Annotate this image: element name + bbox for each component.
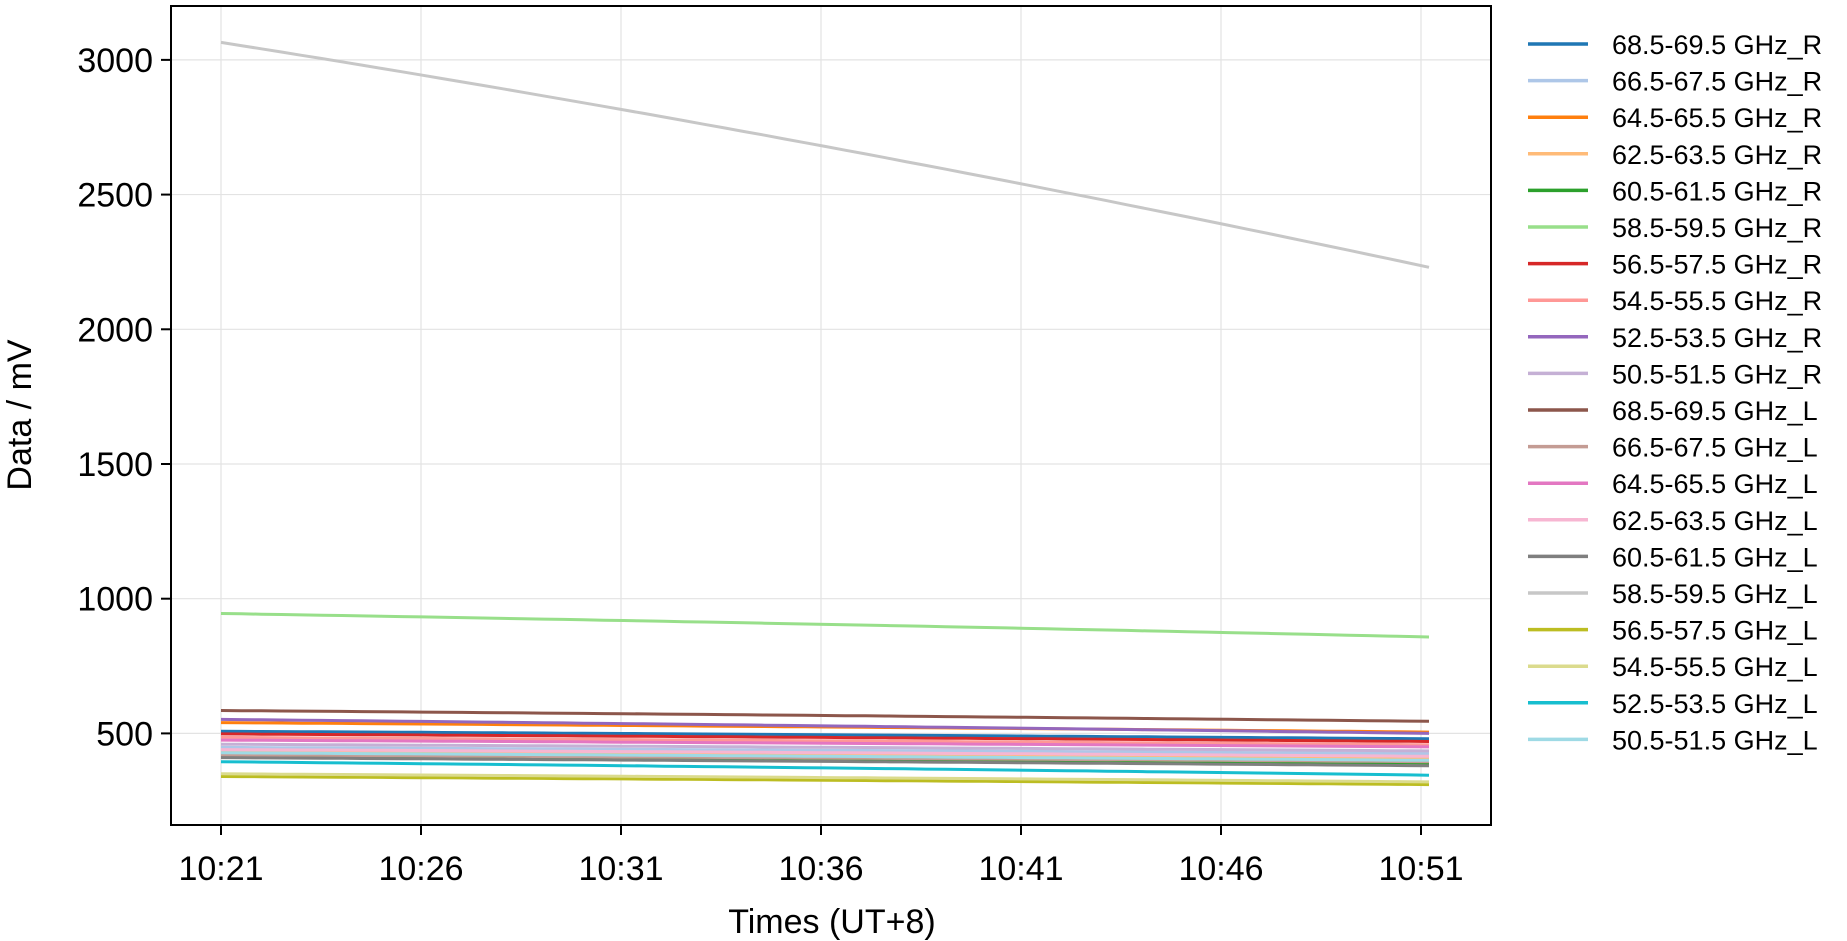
legend-label: 66.5-67.5 GHz_L bbox=[1612, 433, 1818, 463]
legend-label: 52.5-53.5 GHz_L bbox=[1612, 689, 1818, 719]
x-tick-label: 10:26 bbox=[378, 850, 463, 888]
y-axis-label: Data / mV bbox=[1, 339, 39, 490]
legend-label: 56.5-57.5 GHz_L bbox=[1612, 616, 1818, 646]
series-line-19 bbox=[220, 751, 1430, 762]
legend-label: 50.5-51.5 GHz_L bbox=[1612, 725, 1818, 755]
legend-label: 52.5-53.5 GHz_R bbox=[1612, 323, 1822, 353]
x-tick-label: 10:21 bbox=[178, 850, 263, 888]
series-line-12 bbox=[220, 738, 1430, 749]
legend-label: 54.5-55.5 GHz_L bbox=[1612, 652, 1818, 682]
series-line-10 bbox=[220, 709, 1430, 723]
series-line-16 bbox=[220, 775, 1430, 787]
legend-label: 62.5-63.5 GHz_L bbox=[1612, 506, 1818, 536]
series-line-15 bbox=[220, 40, 1430, 269]
series-line-5 bbox=[220, 612, 1430, 639]
legend-label: 56.5-57.5 GHz_R bbox=[1612, 250, 1822, 280]
legend-label: 62.5-63.5 GHz_R bbox=[1612, 140, 1822, 170]
y-tick-label: 1000 bbox=[77, 581, 153, 619]
series-line-1 bbox=[220, 745, 1430, 756]
legend-label: 68.5-69.5 GHz_R bbox=[1612, 30, 1822, 60]
legend: 68.5-69.5 GHz_R 66.5-67.5 GHz_R 64.5-65.5 … bbox=[1528, 30, 1822, 755]
series-line-18 bbox=[220, 760, 1430, 777]
x-tick-label: 10:36 bbox=[778, 850, 863, 888]
series-line-17 bbox=[220, 772, 1430, 784]
series-line-13 bbox=[220, 748, 1430, 758]
x-tick-label: 10:51 bbox=[1378, 850, 1463, 888]
grid bbox=[171, 6, 1491, 825]
y-tick-label: 2000 bbox=[77, 311, 153, 349]
x-axis: 10:21 10:26 10:31 10:36 10:41 10:46 10:51 bbox=[178, 825, 1464, 888]
legend-label: 60.5-61.5 GHz_L bbox=[1612, 542, 1818, 572]
series-line-0 bbox=[220, 729, 1430, 741]
x-tick-label: 10:41 bbox=[978, 850, 1063, 888]
legend-label: 50.5-51.5 GHz_R bbox=[1612, 359, 1822, 389]
legend-label: 66.5-67.5 GHz_R bbox=[1612, 67, 1822, 97]
legend-label: 60.5-61.5 GHz_R bbox=[1612, 176, 1822, 206]
x-tick-label: 10:31 bbox=[578, 850, 663, 888]
y-tick-label: 3000 bbox=[77, 42, 153, 80]
legend-label: 58.5-59.5 GHz_R bbox=[1612, 213, 1822, 243]
y-tick-label: 2500 bbox=[77, 177, 153, 215]
series-line-6 bbox=[220, 732, 1430, 743]
x-axis-label: Times (UT+8) bbox=[728, 903, 935, 941]
series-line-8 bbox=[220, 717, 1430, 735]
legend-label: 68.5-69.5 GHz_L bbox=[1612, 396, 1818, 426]
y-tick-label: 500 bbox=[96, 715, 153, 753]
series-line-9 bbox=[220, 742, 1430, 753]
legend-label: 54.5-55.5 GHz_R bbox=[1612, 286, 1822, 316]
legend-label: 64.5-65.5 GHz_R bbox=[1612, 103, 1822, 133]
series-line-7 bbox=[220, 735, 1430, 747]
legend-label: 64.5-65.5 GHz_L bbox=[1612, 469, 1818, 499]
series-line-14 bbox=[220, 756, 1430, 768]
x-tick-label: 10:46 bbox=[1178, 850, 1263, 888]
y-axis: 500 1000 1500 2000 2500 3000 bbox=[77, 42, 171, 753]
plot-frame bbox=[170, 5, 1492, 826]
legend-label: 58.5-59.5 GHz_L bbox=[1612, 579, 1818, 609]
y-tick-label: 1500 bbox=[77, 446, 153, 484]
series-lines bbox=[220, 40, 1430, 787]
